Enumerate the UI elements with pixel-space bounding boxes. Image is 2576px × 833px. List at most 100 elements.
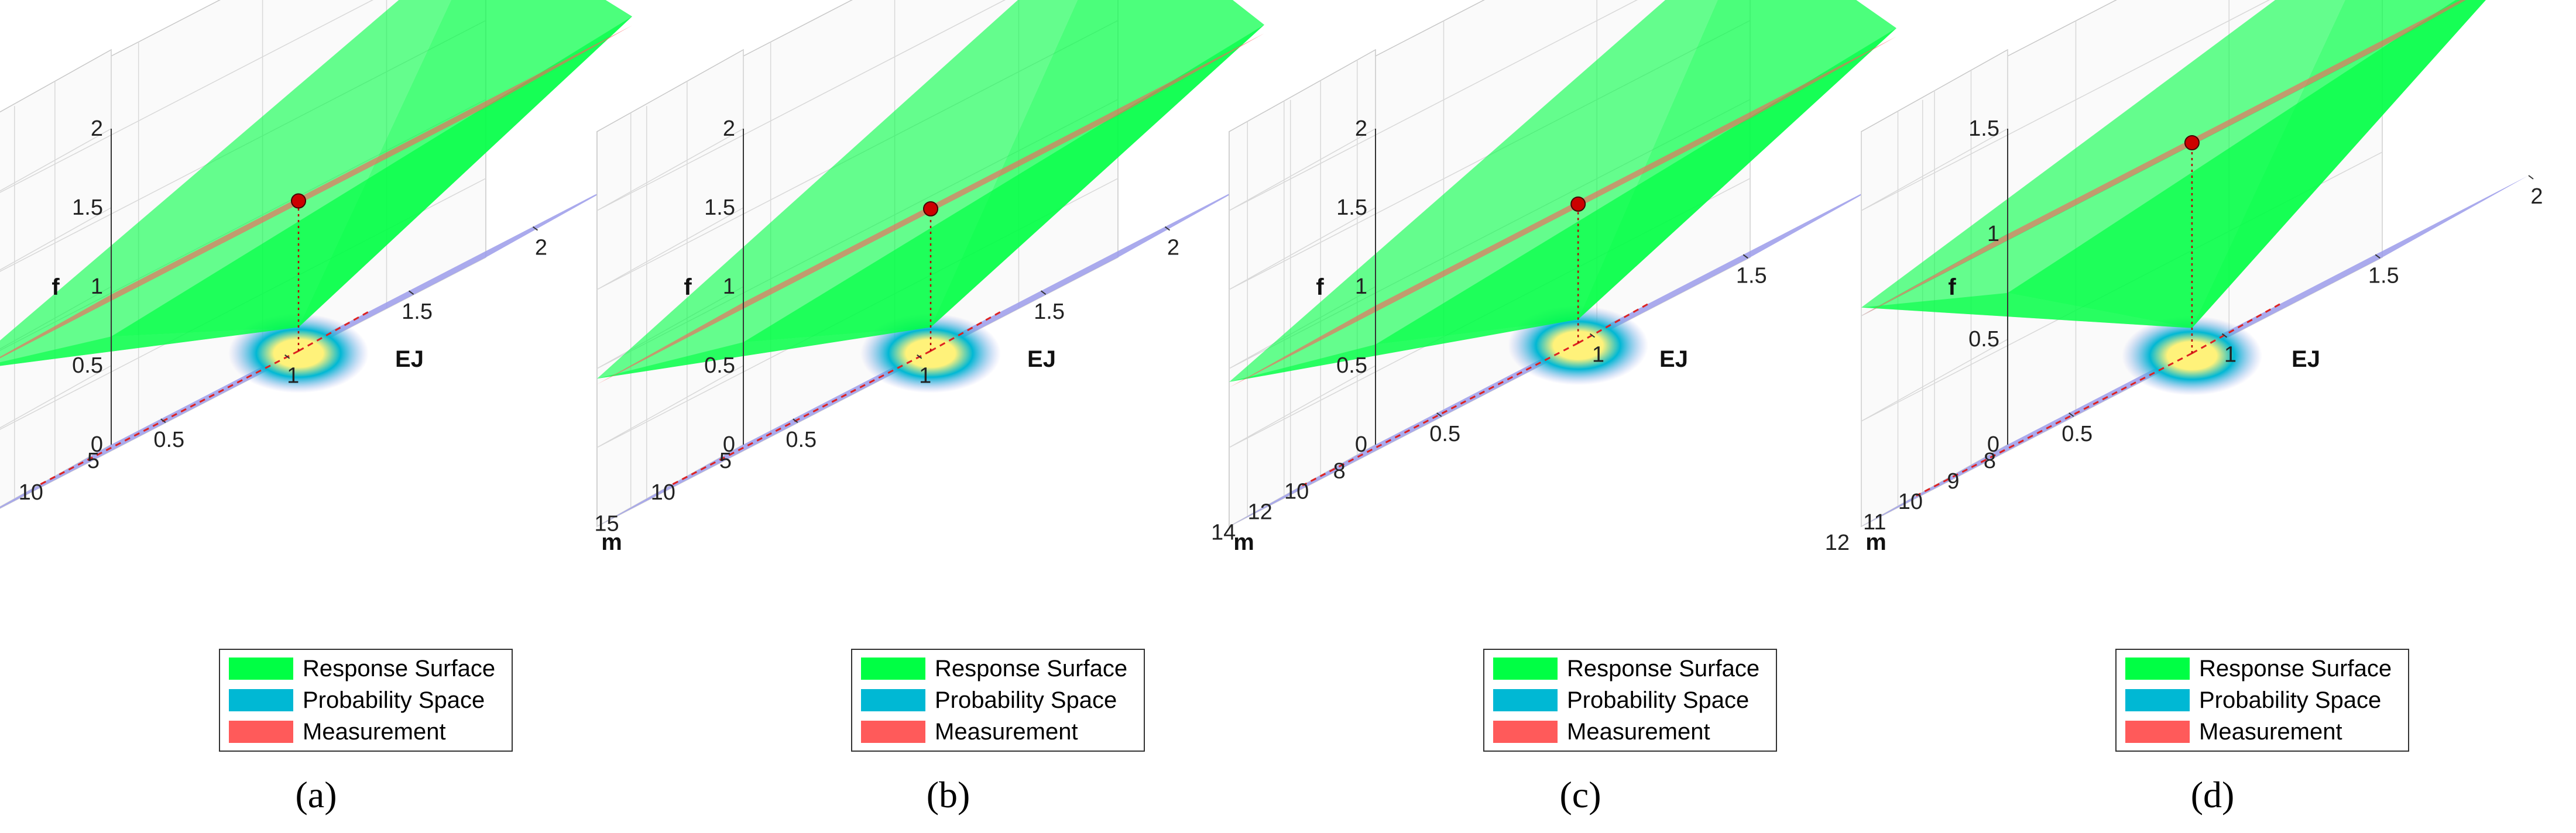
y-tick-label: 11 (1863, 510, 1886, 535)
y-tick-label: 5 (87, 449, 100, 473)
z-tick-label: 1.5 (1336, 195, 1367, 220)
measurement-point (923, 201, 938, 216)
x-tick-label: 1.5 (1034, 300, 1065, 324)
z-tick-label: 2 (1355, 116, 1367, 141)
x-tick-label: 2 (535, 236, 547, 260)
panel-label: (a) (295, 774, 337, 815)
panel-label: (d) (2191, 774, 2235, 815)
z-tick-label: 1 (1987, 222, 1999, 246)
measurement-point (1570, 196, 1586, 212)
legend-swatch (2125, 721, 2190, 743)
y-tick-label: 14 (1211, 521, 1236, 545)
x-tick-label: 2 (1167, 236, 1179, 260)
legend-swatch (1493, 721, 1558, 743)
x-tick-label: 0.5 (1429, 422, 1460, 446)
x-tick (1589, 333, 1596, 338)
legend-entry: Measurement (935, 719, 1078, 745)
z-gridline (0, 0, 374, 193)
legend-swatch (861, 721, 925, 743)
legend-entry: Measurement (2199, 719, 2342, 745)
measurement-plane (1861, 0, 2466, 316)
probability-peak (860, 314, 1001, 393)
x-tick (1040, 290, 1047, 295)
z-axis-label: f (1316, 274, 1324, 300)
projection-line-ej (298, 309, 372, 352)
x-tick (2528, 175, 2534, 180)
x-tick (2375, 254, 2381, 259)
x-tick-label: 0.5 (153, 428, 184, 452)
x-tick-label: 1.5 (2368, 263, 2399, 288)
x-tick (408, 290, 414, 295)
legend: Response Surface Probability Space Measure… (2115, 649, 2409, 752)
projection-line-m (37, 350, 299, 487)
response-surface-face (2191, 0, 2486, 328)
x-axis-label: EJ (1027, 346, 1056, 372)
projection-line-ej (930, 309, 1004, 352)
measurement-point (291, 193, 306, 209)
legend-swatch (861, 658, 925, 680)
y-axis-label: m (1233, 529, 1254, 555)
legend-entry: Measurement (1567, 719, 1710, 745)
legend-entry: Response Surface (1567, 656, 1759, 681)
legend-swatch (229, 689, 293, 711)
x-tick (284, 354, 290, 359)
measurement-plane (1229, 36, 1896, 388)
z-axis-label: f (684, 274, 692, 300)
z-tick-label: 2 (723, 116, 735, 141)
x-tick (1436, 412, 1442, 417)
z-gridline (596, 0, 1006, 211)
x-axis-label: EJ (1659, 346, 1688, 372)
x-tick-label: 1 (287, 364, 299, 388)
legend-swatch (861, 689, 925, 711)
y-tick-label: 10 (1284, 480, 1309, 504)
x-tick-label: 1 (2224, 343, 2237, 367)
x-tick (1164, 226, 1171, 231)
z-tick-label: 0 (1355, 432, 1367, 457)
z-gridline (1229, 0, 1638, 211)
y-tick-label: 15 (594, 512, 619, 536)
probability-peak (228, 314, 369, 393)
probability-peak (2121, 315, 2262, 395)
x-tick-label: 0.5 (2062, 422, 2093, 446)
x-axis-label: EJ (2292, 346, 2320, 372)
z-axis-label: f (1948, 274, 1956, 300)
y-tick-label: 10 (1898, 490, 1923, 514)
y-axis-label: m (1865, 529, 1886, 555)
x-tick (793, 418, 798, 423)
projection-line-m (1302, 342, 1579, 487)
y-tick-label: 8 (1333, 459, 1346, 484)
y-tick-label: 9 (1947, 469, 1959, 494)
legend-swatch (2125, 658, 2190, 680)
y-axis-label: m (601, 529, 622, 555)
z-tick-label: 2 (91, 116, 103, 141)
x-tick (532, 226, 538, 231)
x-tick-label: 1.5 (402, 300, 433, 324)
legend: Response Surface Probability Space Measure… (219, 649, 513, 752)
response-surface-face (299, 0, 632, 328)
projection-line-m (1916, 352, 2193, 497)
legend-swatch (2125, 689, 2190, 711)
legend-entry: Probability Space (2199, 687, 2381, 713)
z-tick-label: 0.5 (1968, 327, 1999, 352)
z-tick-label: 0 (723, 432, 735, 457)
x-tick-label: 1 (1592, 343, 1604, 367)
y-tick-label: 10 (19, 480, 43, 505)
x-tick (2069, 412, 2074, 417)
z-tick-label: 0.5 (1336, 353, 1367, 378)
legend-entry: Response Surface (303, 656, 495, 681)
legend-entry: Response Surface (2199, 656, 2392, 681)
legend-swatch (1493, 689, 1558, 711)
x-tick-label: 1 (919, 364, 931, 388)
z-tick-label: 1 (723, 274, 735, 299)
z-tick-label: 1 (91, 274, 103, 299)
projection-line-ej (1577, 301, 1652, 344)
z-tick-label: 1.5 (704, 195, 735, 220)
z-tick-label: 0.5 (704, 353, 735, 378)
response-surface-face (1229, 0, 1718, 382)
legend-entry: Response Surface (935, 656, 1127, 681)
legend-entry: Measurement (303, 719, 446, 745)
y-tick-label: 12 (1247, 500, 1272, 525)
